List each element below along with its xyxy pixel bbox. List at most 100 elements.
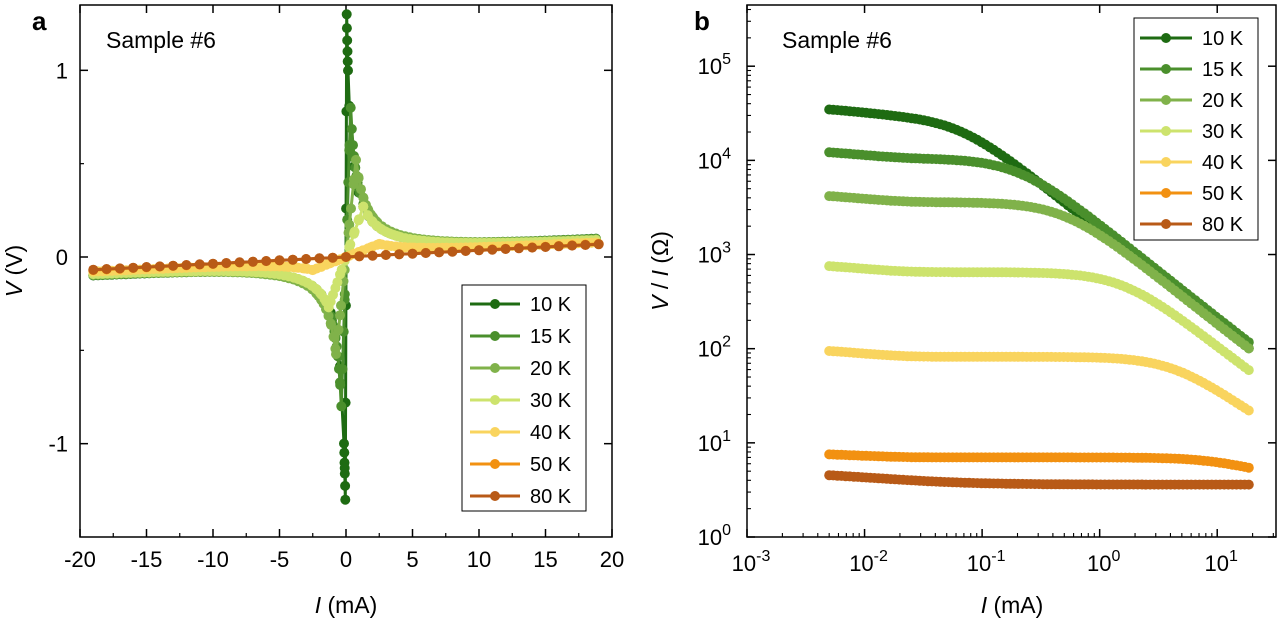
panel-a-point (354, 214, 364, 225)
panel-a-point (247, 256, 258, 267)
panel-b-point (1243, 405, 1254, 416)
panel-a: a Sample #6 -20 -15 -10 -5 0 5 10 15 20-101 I (m… (1, 4, 624, 618)
panel-b-frame (746, 4, 1277, 538)
panel-a-xtick-label: -15 (131, 547, 163, 572)
panel-a-sample-annotation: Sample #6 (106, 27, 216, 53)
panel-a-xtick-label: 5 (406, 547, 418, 572)
panel-a-point (339, 468, 350, 479)
panel-b-sample-annotation: Sample #6 (782, 27, 892, 53)
panel-a-point (337, 364, 348, 374)
panel-a-point (342, 35, 353, 46)
panel-a-point (194, 259, 205, 270)
panel-a-point (341, 23, 352, 34)
panel-a-point (540, 242, 551, 252)
panel-a-point (358, 201, 369, 212)
panel-b-xtick-label: 10-1 (967, 548, 1006, 576)
panel-a-point (234, 257, 245, 268)
panel-b-legend-label: 10 K (1202, 28, 1244, 50)
panel-a-xtick-label: 20 (600, 547, 624, 572)
panel-a-point (460, 246, 471, 256)
panel-a-point (344, 219, 355, 230)
panel-a-point (420, 248, 431, 258)
panel-a-point (168, 260, 179, 271)
panel-b-legend-marker (1161, 95, 1171, 105)
panel-a-point (345, 239, 356, 250)
panel-a-point (287, 254, 298, 265)
panel-a-point (346, 124, 357, 134)
panel-b-legend-marker (1161, 188, 1171, 198)
panel-b-point (1243, 365, 1254, 376)
panel-a-legend-label: 10 K (530, 294, 572, 316)
panel-a-point (407, 248, 418, 259)
panel-a-legend-marker (490, 427, 500, 437)
panel-b-ytick-label: 104 (698, 145, 731, 173)
panel-a-ytick-label: 0 (56, 245, 68, 270)
panel-a-point (474, 245, 484, 256)
panel-b-series-80k (824, 470, 1254, 490)
panel-a-point (553, 241, 564, 252)
panel-a-point (527, 242, 538, 253)
panel-a-point (154, 261, 165, 272)
panel-a-point (434, 247, 445, 258)
panel-b-ytick-label: 102 (698, 334, 731, 362)
panel-a-point (221, 258, 232, 268)
panel-b-legend-label: 50 K (1202, 183, 1244, 205)
panel-a-point (141, 262, 152, 272)
panel-a-point (328, 331, 339, 342)
panel-a-series-80k (88, 239, 604, 275)
panel-b-ytick-label: 103 (698, 240, 731, 268)
panel-a-point (208, 258, 218, 269)
panel-a-point (513, 243, 524, 254)
panel-a-xlabel: I (mA) (315, 592, 378, 618)
panel-b-legend-marker (1161, 126, 1171, 136)
panel-a-ticks: -20 -15 -10 -5 0 5 10 15 20-101 (48, 5, 624, 572)
panel-a-curves (88, 9, 604, 505)
panel-b-legend: 10 K 15 K 20 K 30 K 40 K 50 K 80 K (1133, 17, 1259, 241)
panel-a-point (380, 250, 391, 260)
panel-b-legend-marker (1161, 33, 1171, 43)
panel-a-legend-label: 40 K (530, 422, 572, 444)
panel-a-xtick-label: 15 (533, 547, 557, 572)
panel-a-label: a (32, 6, 47, 36)
panel-a-point (301, 254, 312, 264)
panel-b-point (1243, 462, 1254, 473)
panel-b-ytick-label: 100 (698, 522, 731, 550)
panel-a-point (356, 184, 366, 195)
panel-a-legend-label: 15 K (530, 326, 572, 348)
panel-a-point (567, 240, 578, 251)
panel-a-point (336, 401, 347, 412)
panel-a-legend: 10 K 15 K 20 K 30 K 40 K 50 K 80 K (461, 284, 587, 512)
panel-a-point (88, 264, 99, 275)
panel-a-point (487, 244, 498, 255)
panel-a-point (353, 173, 364, 184)
panel-b-xtick-label: 10-2 (849, 548, 888, 576)
panel-a-point (340, 480, 351, 491)
panel-a-xtick-label: 10 (467, 547, 491, 572)
panel-a-xtick-label: -20 (64, 547, 96, 572)
panel-a-legend-label: 80 K (530, 486, 572, 508)
panel-a-xtick-label: -10 (197, 547, 229, 572)
panel-a-point (394, 249, 405, 260)
panel-a-point (345, 102, 356, 113)
panel-b-xtick-label: 10-3 (732, 548, 771, 576)
panel-a-point (314, 253, 325, 264)
panel-a-ytick-label: -1 (48, 432, 68, 457)
panel-a-point (354, 251, 365, 262)
panel-b-point (1243, 479, 1254, 490)
panel-a-point (341, 252, 351, 262)
panel-a-point (333, 324, 344, 335)
panel-a-point (339, 447, 350, 458)
panel-b-curves (824, 104, 1254, 490)
panel-a-point (593, 239, 604, 250)
panel-a-point (348, 140, 358, 151)
panel-a-point (500, 244, 511, 254)
panel-b-legend-label: 40 K (1202, 152, 1244, 174)
panel-b-ylabel: V / I (Ω) (647, 231, 673, 311)
panel-a-point (580, 240, 591, 250)
panel-b: b Sample #6 10-3 10-2 10-1 100 1011001011021… (647, 4, 1277, 618)
panel-a-point (343, 65, 353, 76)
panel-a-point (336, 300, 346, 311)
panel-a-legend-label: 50 K (530, 454, 572, 476)
panel-b-legend-label: 15 K (1202, 59, 1244, 81)
